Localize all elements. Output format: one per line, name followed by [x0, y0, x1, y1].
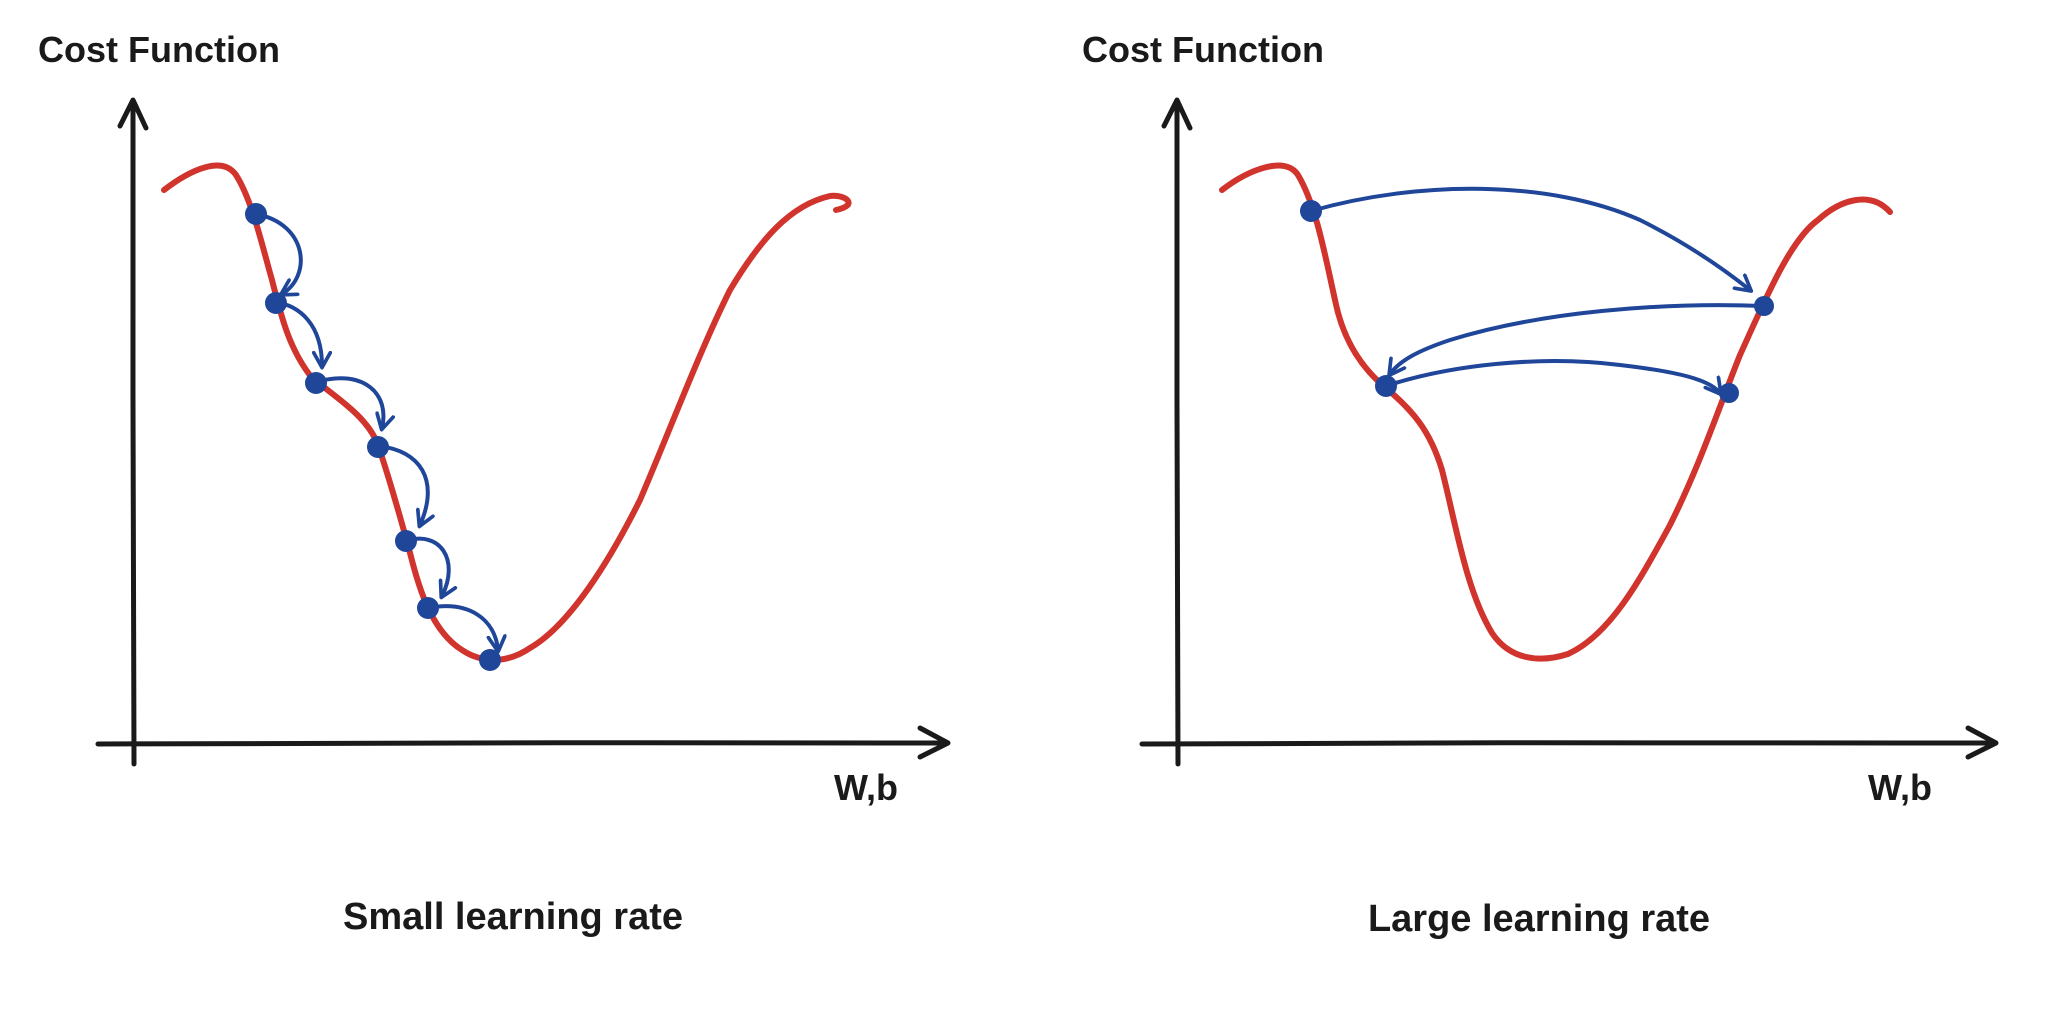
step-arrow	[1390, 303, 1766, 374]
step-arrow	[1309, 186, 1750, 290]
minimum-point	[479, 649, 501, 671]
panel-large-learning-rate	[1139, 97, 1999, 767]
step-point	[305, 372, 327, 394]
step-point	[1300, 200, 1322, 222]
step-arrow	[314, 376, 383, 428]
step-points-right	[1300, 200, 1774, 403]
step-point	[417, 597, 439, 619]
x-axis-left	[95, 740, 947, 747]
y-axis-arrowhead-right	[1161, 97, 1193, 131]
gradient-steps-right	[1309, 186, 1766, 393]
panel-small-learning-rate	[95, 97, 951, 767]
step-arrow	[426, 604, 498, 650]
caption-left: Small learning rate	[342, 896, 684, 938]
x-axis-label-left: W,b	[834, 767, 898, 808]
axes-right	[1139, 97, 1999, 767]
x-axis-label-right: W,b	[1868, 767, 1932, 808]
y-axis-label-right: Cost Function	[1082, 29, 1324, 70]
step-point	[1754, 296, 1774, 316]
y-axis-right	[1174, 101, 1181, 767]
step-arrow	[254, 212, 303, 294]
x-axis-arrowhead-right	[1965, 725, 1999, 760]
step-arrow	[376, 444, 428, 525]
y-axis-arrowhead-left	[117, 97, 149, 131]
axes-left	[95, 97, 951, 767]
step-point	[395, 530, 417, 552]
y-axis-label-left: Cost Function	[38, 29, 280, 70]
x-axis-right	[1139, 740, 1995, 747]
x-axis-arrowhead-left	[917, 725, 951, 760]
gradient-steps-left	[254, 212, 498, 650]
step-point	[1375, 375, 1397, 397]
cost-curve-left	[161, 162, 852, 663]
step-points-left	[245, 203, 501, 671]
step-point	[265, 292, 287, 314]
step-arrow	[1384, 359, 1720, 393]
cost-curve-right	[1219, 162, 1893, 662]
y-axis-left	[130, 101, 137, 767]
step-point	[1719, 383, 1739, 403]
step-point	[367, 436, 389, 458]
caption-right: Large learning rate	[1367, 898, 1711, 940]
step-point	[245, 203, 267, 225]
